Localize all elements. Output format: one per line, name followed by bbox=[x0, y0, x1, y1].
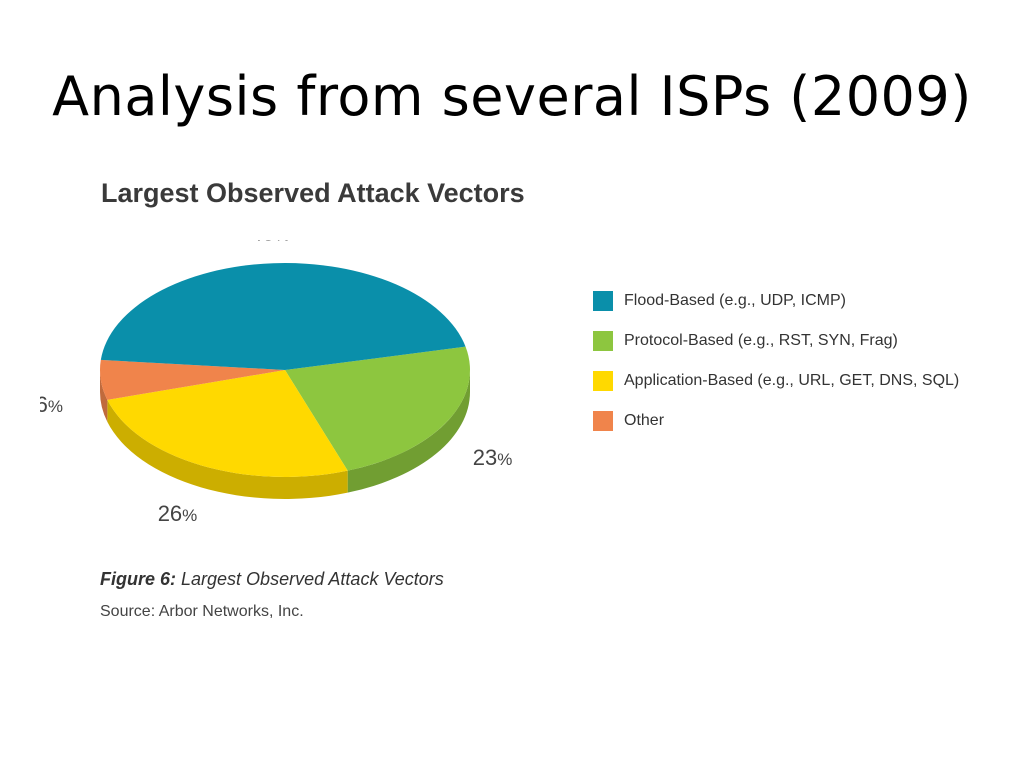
figure-number: Figure 6: bbox=[100, 569, 177, 589]
pie-depth-layer bbox=[100, 370, 470, 499]
pie-slice bbox=[100, 359, 285, 400]
legend-swatch bbox=[593, 371, 613, 391]
legend-item-flood: Flood-Based (e.g., UDP, ICMP) bbox=[593, 281, 959, 321]
pie-slice-side bbox=[107, 399, 348, 499]
legend-label: Protocol-Based (e.g., RST, SYN, Frag) bbox=[624, 332, 898, 349]
pie-slice-label: 23% bbox=[473, 445, 513, 470]
pie-slice-label: 45% bbox=[250, 240, 290, 245]
figure-caption: Figure 6: Largest Observed Attack Vector… bbox=[100, 569, 444, 590]
pie-slice bbox=[107, 370, 348, 477]
legend-swatch bbox=[593, 411, 613, 431]
pie-chart: 23% 26% 6% 45% bbox=[40, 240, 512, 526]
pie-slice-side bbox=[100, 370, 108, 422]
pie-slice-side bbox=[347, 370, 470, 493]
slide-title: Analysis from several ISPs (2009) bbox=[52, 65, 972, 128]
figure-caption-text: Largest Observed Attack Vectors bbox=[176, 569, 444, 589]
legend-item-other: Other bbox=[593, 401, 959, 441]
legend-label: Other bbox=[624, 412, 665, 429]
pie-slice bbox=[285, 346, 470, 471]
legend-label: Application-Based (e.g., URL, GET, DNS, … bbox=[624, 372, 960, 389]
pie-slice-label: 26% bbox=[158, 501, 198, 526]
legend-swatch bbox=[593, 331, 613, 351]
chart-title: Largest Observed Attack Vectors bbox=[101, 178, 525, 208]
legend-swatch bbox=[593, 291, 613, 311]
legend-item-application: Application-Based (e.g., URL, GET, DNS, … bbox=[593, 361, 959, 401]
legend-label: Flood-Based (e.g., UDP, ICMP) bbox=[624, 292, 847, 309]
pie-labels-layer: 23% 26% 6% 45% bbox=[40, 240, 512, 526]
pie-top-layer bbox=[100, 263, 470, 477]
pie-slice bbox=[100, 263, 466, 370]
legend-item-protocol: Protocol-Based (e.g., RST, SYN, Frag) bbox=[593, 321, 959, 361]
figure-source: Source: Arbor Networks, Inc. bbox=[100, 603, 304, 620]
pie-slice-label: 6% bbox=[40, 392, 63, 417]
legend: Flood-Based (e.g., UDP, ICMP) Protocol-B… bbox=[593, 281, 959, 441]
